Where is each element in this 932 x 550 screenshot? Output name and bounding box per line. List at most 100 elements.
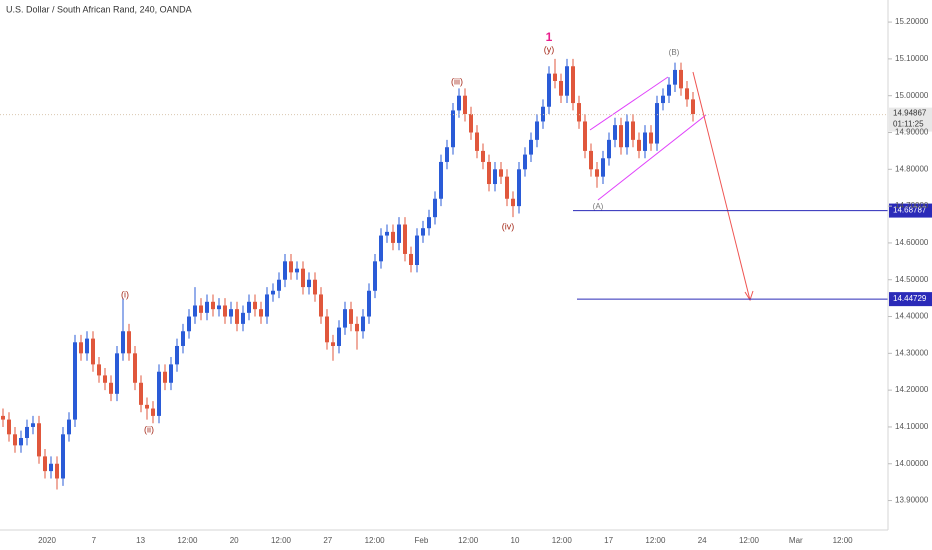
- y-tick-label: 14.40000: [895, 312, 929, 321]
- candle-body: [301, 268, 305, 288]
- candle-body: [67, 419, 71, 435]
- level-tag: [889, 292, 932, 307]
- candle-body: [385, 231, 389, 236]
- candle-body: [361, 316, 365, 332]
- candle-body: [73, 342, 77, 420]
- y-tick-label: 13.90000: [895, 496, 929, 505]
- candle-body: [355, 323, 359, 332]
- candle-body: [493, 169, 497, 185]
- level-tag: [889, 203, 932, 218]
- candle-body: [427, 217, 431, 229]
- candle-body: [109, 382, 113, 394]
- candle-body: [601, 158, 605, 177]
- candle-body: [187, 316, 191, 332]
- x-tick-label: 12:00: [177, 536, 198, 545]
- y-tick-label: 14.70000: [895, 201, 929, 210]
- y-tick-label: 15.20000: [895, 17, 929, 26]
- candle-body: [289, 261, 293, 273]
- candle-body: [403, 224, 407, 254]
- candle-body: [235, 309, 239, 324]
- candle-body: [445, 147, 449, 162]
- x-tick-label: 12:00: [552, 536, 573, 545]
- x-tick-label: 12:00: [833, 536, 854, 545]
- candle-body: [619, 125, 623, 148]
- candle-body: [613, 125, 617, 140]
- candle-body: [127, 331, 131, 354]
- candle-body: [487, 161, 491, 185]
- candle-body: [559, 80, 563, 96]
- candle-body: [343, 309, 347, 328]
- candle-body: [499, 169, 503, 177]
- candle-body: [205, 301, 209, 313]
- candle-body: [253, 301, 257, 310]
- candle-body: [469, 114, 473, 133]
- candle-body: [55, 463, 59, 479]
- candle-body: [529, 139, 533, 155]
- candle-body: [637, 139, 641, 151]
- candle-body: [25, 426, 29, 438]
- candle-body: [337, 327, 341, 346]
- x-tick-label: 7: [92, 536, 97, 545]
- candle-body: [133, 353, 137, 383]
- candle-body: [307, 279, 311, 288]
- candle-body: [649, 132, 653, 144]
- candle-body: [79, 342, 83, 354]
- candle-body: [19, 437, 23, 446]
- x-tick-label: 27: [323, 536, 332, 545]
- candle-body: [37, 423, 41, 457]
- y-tick-label: 14.10000: [895, 422, 929, 431]
- candle-body: [367, 290, 371, 317]
- candle-body: [175, 345, 179, 365]
- x-tick-label: 20: [230, 536, 239, 545]
- candle-body: [625, 121, 629, 148]
- candle-body: [481, 150, 485, 162]
- candle-body: [571, 66, 575, 104]
- candle-body: [229, 309, 233, 317]
- y-tick-label: 14.50000: [895, 275, 929, 284]
- candle-body: [655, 103, 659, 144]
- candle-body: [553, 73, 557, 81]
- candle-body: [631, 121, 635, 140]
- current-price-label: 14.94867: [893, 109, 927, 118]
- candle-body: [415, 235, 419, 265]
- x-tick-label: Mar: [789, 536, 803, 545]
- candle-body: [505, 176, 509, 199]
- candle-body: [157, 371, 161, 416]
- candle-body: [199, 305, 203, 313]
- candle-body: [583, 121, 587, 151]
- level-label: 14.44729: [893, 294, 927, 303]
- candle-body: [517, 169, 521, 207]
- x-tick-label: 2020: [38, 536, 56, 545]
- y-tick-label: 14.80000: [895, 164, 929, 173]
- candle-body: [43, 456, 47, 472]
- candle-body: [139, 382, 143, 405]
- wave-label: (i): [121, 289, 129, 299]
- x-tick-label: Feb: [415, 536, 429, 545]
- x-tick-label: 12:00: [739, 536, 760, 545]
- y-tick-label: 15.10000: [895, 54, 929, 63]
- candle-body: [643, 132, 647, 151]
- candle-body: [265, 294, 269, 317]
- candles: [1, 58, 695, 490]
- current-price-tag: [889, 107, 932, 132]
- candle-body: [349, 309, 353, 324]
- wave-label: (iii): [451, 76, 463, 86]
- candle-body: [685, 88, 689, 100]
- candle-body: [145, 404, 149, 409]
- x-tick-label: 12:00: [365, 536, 386, 545]
- candle-body: [247, 301, 251, 313]
- candle-body: [169, 364, 173, 383]
- candle-body: [691, 99, 695, 115]
- y-tick-label: 15.00000: [895, 91, 929, 100]
- x-tick-label: 10: [511, 536, 520, 545]
- wave-label: (y): [544, 44, 555, 54]
- candle-body: [313, 279, 317, 295]
- x-tick-label: 12:00: [645, 536, 666, 545]
- candle-body: [397, 224, 401, 243]
- candle-body: [13, 434, 17, 446]
- candle-body: [61, 434, 65, 479]
- candle-body: [439, 161, 443, 199]
- candle-body: [577, 103, 581, 122]
- candle-body: [91, 338, 95, 365]
